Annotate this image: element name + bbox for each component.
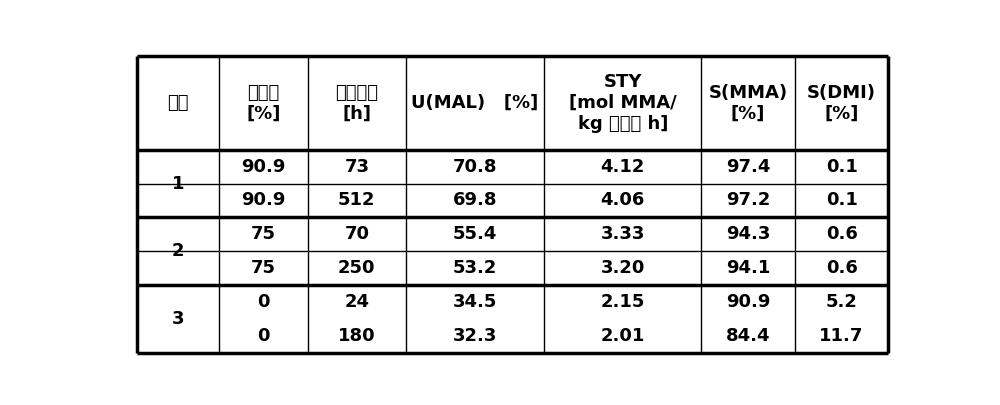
Text: 55.4: 55.4 <box>453 225 497 243</box>
Text: 0.6: 0.6 <box>826 259 858 277</box>
Text: 运行时间
[h]: 运行时间 [h] <box>335 84 378 122</box>
Text: 11.7: 11.7 <box>819 327 864 345</box>
Text: S(DMI)
[%]: S(DMI) [%] <box>807 84 876 122</box>
Text: 180: 180 <box>338 327 376 345</box>
Text: 24: 24 <box>344 293 369 311</box>
Text: 0.6: 0.6 <box>826 225 858 243</box>
Text: 34.5: 34.5 <box>453 293 497 311</box>
Text: 0.1: 0.1 <box>826 192 858 209</box>
Text: 90.9: 90.9 <box>726 293 770 311</box>
Text: 2.01: 2.01 <box>601 327 645 345</box>
Text: 0: 0 <box>257 293 270 311</box>
Text: STY
[mol MMA/
kg 催化剂 h]: STY [mol MMA/ kg 催化剂 h] <box>569 73 677 133</box>
Text: 0: 0 <box>257 327 270 345</box>
Text: 94.3: 94.3 <box>726 225 770 243</box>
Text: 编号: 编号 <box>167 94 189 112</box>
Text: U(MAL)   [%]: U(MAL) [%] <box>411 94 539 112</box>
Text: 90.9: 90.9 <box>241 158 286 176</box>
Text: 2: 2 <box>172 242 184 260</box>
Text: 2.15: 2.15 <box>601 293 645 311</box>
Text: 75: 75 <box>251 259 276 277</box>
Text: 97.2: 97.2 <box>726 192 770 209</box>
Text: 73: 73 <box>344 158 369 176</box>
Text: 53.2: 53.2 <box>453 259 497 277</box>
Text: 3.33: 3.33 <box>601 225 645 243</box>
Text: 4.06: 4.06 <box>601 192 645 209</box>
Text: 250: 250 <box>338 259 376 277</box>
Text: 返回率
[%]: 返回率 [%] <box>246 84 281 122</box>
Text: 4.12: 4.12 <box>601 158 645 176</box>
Text: 3.20: 3.20 <box>601 259 645 277</box>
Text: 0.1: 0.1 <box>826 158 858 176</box>
Text: 3: 3 <box>172 310 184 328</box>
Text: 32.3: 32.3 <box>453 327 497 345</box>
Text: 97.4: 97.4 <box>726 158 770 176</box>
Text: S(MMA)
[%]: S(MMA) [%] <box>709 84 788 122</box>
Text: 70: 70 <box>344 225 369 243</box>
Text: 69.8: 69.8 <box>453 192 497 209</box>
Text: 5.2: 5.2 <box>826 293 858 311</box>
Text: 75: 75 <box>251 225 276 243</box>
Text: 90.9: 90.9 <box>241 192 286 209</box>
Text: 1: 1 <box>172 175 184 192</box>
Text: 70.8: 70.8 <box>453 158 497 176</box>
Text: 94.1: 94.1 <box>726 259 770 277</box>
Text: 512: 512 <box>338 192 376 209</box>
Text: 84.4: 84.4 <box>726 327 770 345</box>
